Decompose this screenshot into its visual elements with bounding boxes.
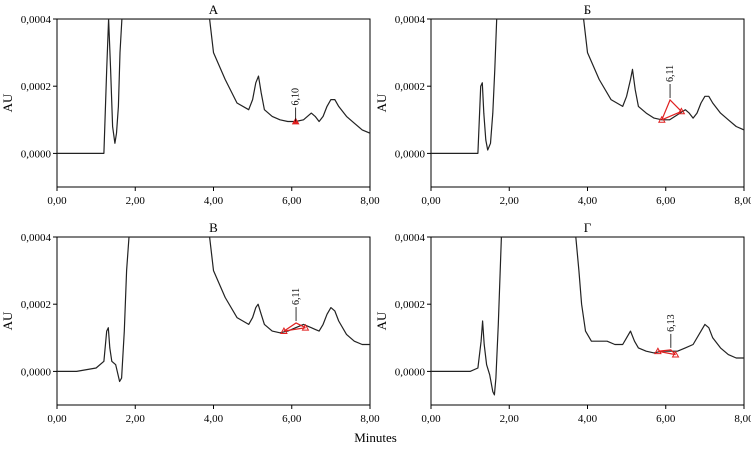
chart-panel-2: 0,00 2,00 4,00 6,00 8,00 0,0000 0,0002 0,0004 AU… (374, 2, 751, 207)
x-tick-label: 8,00 (360, 195, 380, 207)
peak-baseline (283, 327, 306, 332)
plot-frame (430, 236, 745, 406)
chromatogram-line (431, 237, 744, 396)
panel-title: Г (584, 220, 592, 235)
x-tick-label: 6,00 (282, 413, 302, 425)
peak-end-marker (677, 107, 686, 115)
x-tick-label: 0,00 (47, 413, 67, 425)
x-tick-label: 2,00 (500, 413, 520, 425)
plot-frame (56, 236, 371, 406)
peak-end-marker (671, 350, 680, 358)
x-tick-label: 8,00 (360, 413, 380, 425)
chart-panel-3: 0,00 2,00 4,00 6,00 8,00 0,0000 0,0002 0,0004 AU… (0, 220, 380, 425)
plot-frame (430, 18, 745, 188)
chromatogram-line (57, 237, 370, 383)
peak-start-marker (654, 347, 662, 355)
y-axis-title: AU (374, 311, 389, 330)
peak-start-marker (280, 327, 288, 334)
panel-title: А (209, 2, 219, 17)
panel-title: В (209, 220, 218, 235)
x-tick-label: 0,00 (421, 413, 441, 425)
peak-baseline (657, 350, 676, 356)
x-tick-label: 8,00 (734, 413, 751, 425)
y-tick-label: 0,0000 (21, 148, 52, 160)
peak-label: 6,10 (291, 88, 302, 106)
y-tick-label: 0,0000 (395, 148, 426, 160)
y-tick-label: 0,0004 (21, 232, 52, 244)
peak-start-marker (657, 115, 666, 123)
peak-label: 6,11 (665, 65, 676, 82)
x-tick-label: 6,00 (656, 195, 676, 207)
y-tick-label: 0,0002 (21, 81, 51, 93)
x-tick-label: 2,00 (500, 195, 520, 207)
peak-integration-line (283, 322, 306, 332)
x-tick-label: 4,00 (578, 195, 598, 207)
x-tick-label: 4,00 (578, 413, 598, 425)
x-tick-label: 6,00 (282, 195, 302, 207)
x-tick-label: 4,00 (204, 195, 224, 207)
y-tick-label: 0,0000 (395, 366, 426, 378)
x-tick-label: 2,00 (126, 195, 146, 207)
y-tick-label: 0,0002 (21, 299, 51, 311)
y-tick-label: 0,0002 (395, 81, 425, 93)
peak-end-marker (301, 323, 310, 331)
plot-frame (56, 18, 371, 188)
peak-label: 6,11 (291, 288, 302, 305)
y-axis-title: AU (374, 93, 389, 112)
panel-title: Б (584, 2, 591, 17)
x-axis-title: Minutes (354, 430, 397, 445)
peak-integration-line (661, 98, 682, 121)
chart-panel-4: 0,00 2,00 4,00 6,00 8,00 0,0000 0,0002 0,0004 AU… (374, 220, 751, 425)
x-tick-label: 0,00 (47, 195, 67, 207)
y-tick-label: 0,0002 (395, 299, 425, 311)
peak-integration-line (657, 349, 676, 356)
x-tick-label: 8,00 (734, 195, 751, 207)
chromatogram-line (57, 19, 370, 154)
x-tick-label: 6,00 (656, 413, 676, 425)
chromatogram-line (431, 19, 744, 154)
y-tick-label: 0,0000 (21, 366, 52, 378)
peak-label: 6,13 (666, 314, 677, 332)
peak-baseline (661, 110, 682, 121)
y-axis-title: AU (0, 311, 15, 330)
x-tick-label: 0,00 (421, 195, 441, 207)
y-tick-label: 0,0004 (395, 232, 426, 244)
y-tick-label: 0,0004 (395, 14, 426, 26)
chart-panel-1: 0,00 2,00 4,00 6,00 8,00 0,0000 0,0002 0,0004 AU… (0, 2, 380, 207)
x-tick-label: 2,00 (126, 413, 146, 425)
y-axis-title: AU (0, 93, 15, 112)
x-tick-label: 4,00 (204, 413, 224, 425)
y-tick-label: 0,0004 (21, 14, 52, 26)
